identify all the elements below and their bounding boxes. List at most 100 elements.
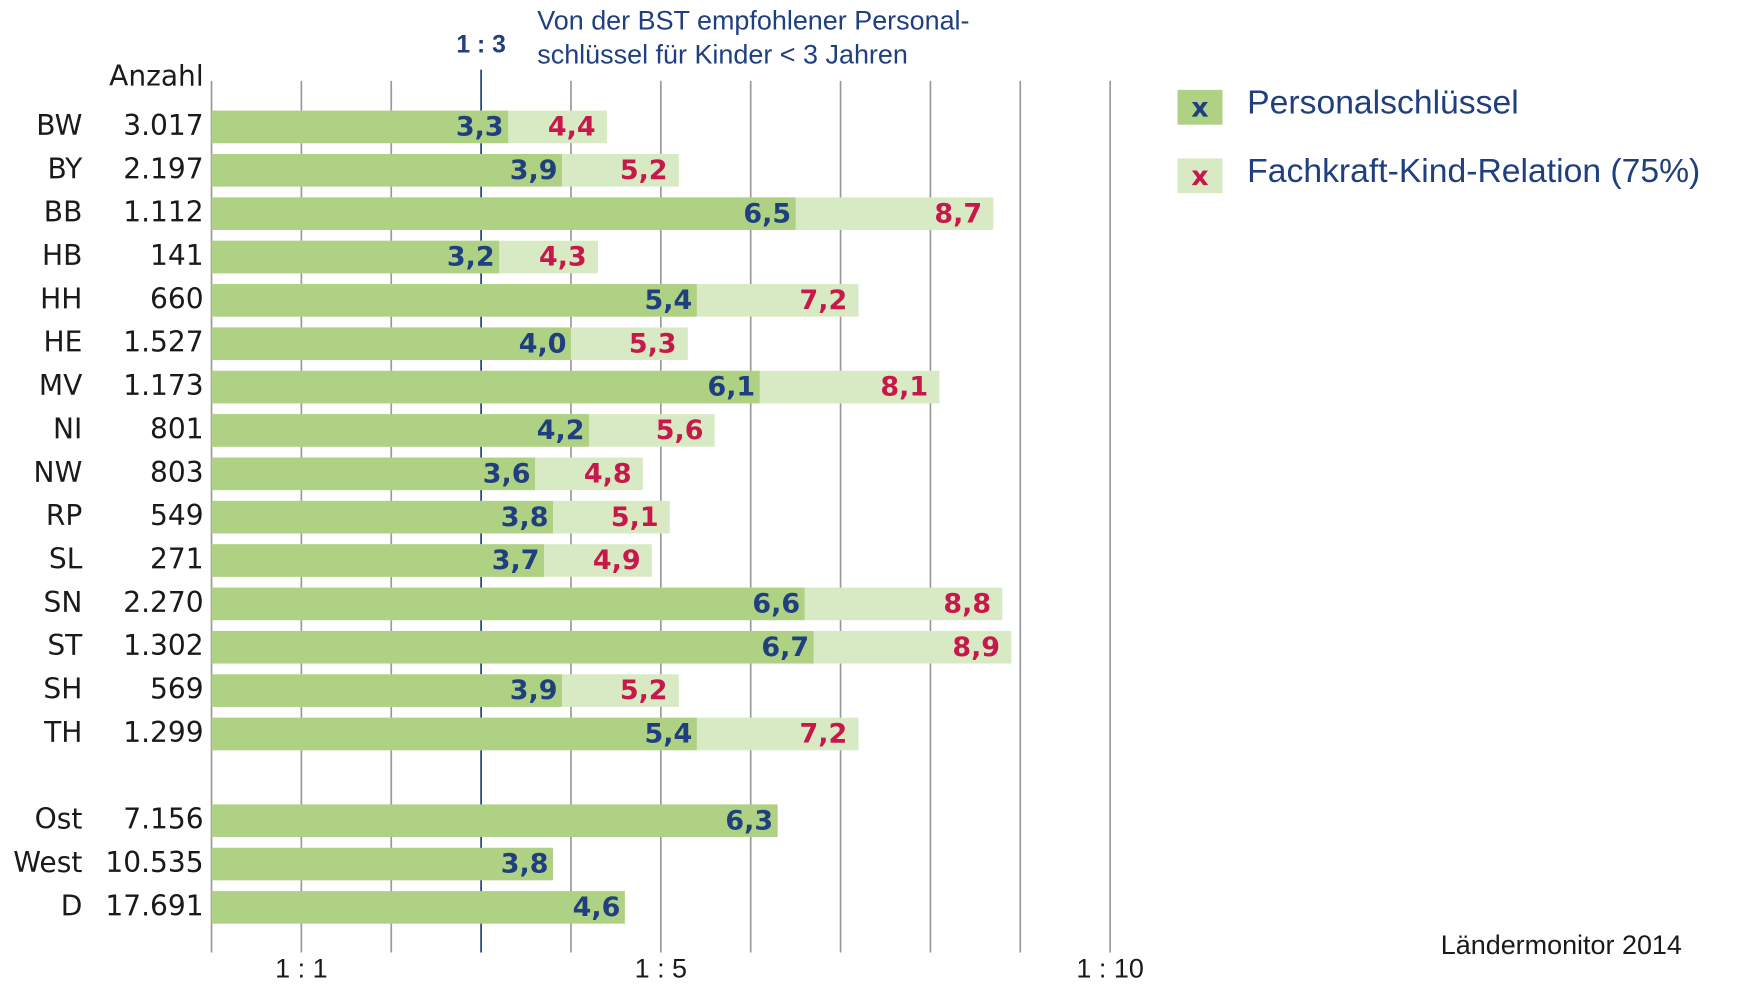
value-label: 6,5 — [743, 198, 791, 229]
bar — [211, 500, 553, 534]
x-tick-label: 1 : 10 — [1076, 954, 1143, 984]
category-label: RP — [46, 499, 82, 532]
category-label: D — [61, 889, 83, 922]
reference-label: 1 : 3 — [456, 32, 505, 59]
value-label: 5,6 — [656, 415, 704, 446]
value-label: 4,6 — [573, 892, 621, 923]
count-label: 7.156 — [123, 803, 203, 836]
category-label: NI — [53, 412, 82, 445]
category-label: SN — [44, 586, 83, 619]
bar — [211, 327, 571, 361]
bar — [211, 891, 625, 924]
bar — [211, 414, 589, 447]
count-label: 3.017 — [123, 109, 203, 142]
value-label: 4,8 — [584, 458, 632, 489]
bar — [211, 544, 545, 577]
value-label: 3,8 — [501, 502, 549, 533]
bar — [211, 110, 509, 144]
value-label: 3,9 — [510, 675, 558, 706]
value-label: 5,3 — [629, 328, 677, 359]
category-label: Ost — [35, 803, 83, 836]
legend-label: Personalschlüssel — [1247, 84, 1519, 121]
value-label: 7,2 — [800, 719, 848, 750]
bar — [211, 674, 562, 707]
value-label: 3,2 — [447, 242, 495, 273]
bar — [211, 197, 796, 230]
category-label: BB — [44, 196, 83, 229]
count-label: 1.299 — [123, 716, 203, 749]
value-label: 6,6 — [752, 589, 800, 620]
value-label: 3,7 — [492, 545, 540, 576]
count-label: 569 — [150, 673, 204, 706]
count-label: 1.112 — [123, 196, 203, 229]
count-label: 10.535 — [105, 846, 203, 879]
value-label: 7,2 — [800, 285, 848, 316]
value-label: 4,4 — [548, 112, 596, 143]
legend-swatch — [1177, 89, 1223, 125]
value-label: 3,6 — [483, 458, 531, 489]
value-label: 4,9 — [593, 545, 641, 576]
value-label: 3,8 — [501, 849, 549, 880]
value-label: 8,1 — [880, 372, 928, 403]
value-label: 5,4 — [645, 285, 693, 316]
count-label: 2.197 — [123, 152, 203, 185]
value-label: 8,9 — [952, 632, 1000, 663]
value-label: 5,4 — [645, 719, 693, 750]
value-label: 6,3 — [725, 805, 773, 836]
count-label: 271 — [150, 543, 204, 576]
value-label: 5,1 — [611, 502, 659, 533]
bar — [211, 717, 697, 751]
category-label: HB — [42, 239, 82, 272]
category-label: BY — [47, 152, 83, 185]
count-label: 1.302 — [123, 629, 203, 662]
value-label: 6,7 — [761, 632, 809, 663]
bar — [211, 154, 562, 187]
category-label: TH — [43, 716, 82, 749]
count-label: 2.270 — [123, 586, 203, 619]
bar — [211, 457, 536, 491]
category-label: ST — [47, 629, 83, 662]
reference-annotation: Von der BST empfohlener Personal- — [537, 6, 969, 36]
legend-label: Fachkraft-Kind-Relation (75%) — [1247, 153, 1700, 190]
count-label: 1.173 — [123, 369, 203, 402]
bar — [211, 847, 553, 881]
value-label: 3,3 — [456, 112, 504, 143]
count-label: 660 — [150, 282, 204, 315]
count-label: 801 — [150, 412, 204, 445]
value-label: 4,3 — [539, 242, 587, 273]
count-label: 803 — [150, 456, 204, 489]
category-label: SL — [49, 543, 83, 576]
reference-annotation: schlüssel für Kinder < 3 Jahren — [537, 39, 908, 69]
value-label: 4,0 — [519, 328, 567, 359]
legend-symbol: x — [1191, 161, 1208, 192]
bar — [211, 587, 805, 621]
x-tick-label: 1 : 5 — [635, 954, 687, 984]
category-label: HH — [40, 282, 82, 315]
value-label: 4,2 — [537, 415, 585, 446]
value-label: 6,1 — [707, 372, 755, 403]
value-label: 3,9 — [510, 155, 558, 186]
bar — [211, 284, 697, 317]
count-header: Anzahl — [109, 60, 204, 93]
count-label: 1.527 — [123, 326, 203, 359]
count-label: 549 — [150, 499, 204, 532]
legend-symbol: x — [1191, 92, 1208, 123]
count-label: 141 — [150, 239, 204, 272]
source: Ländermonitor 2014 — [1441, 930, 1682, 960]
category-label: NW — [34, 456, 83, 489]
category-label: West — [13, 846, 82, 879]
category-label: SH — [43, 673, 82, 706]
value-label: 5,2 — [620, 675, 668, 706]
category-label: HE — [43, 326, 82, 359]
category-label: BW — [36, 109, 82, 142]
value-label: 8,7 — [934, 198, 982, 229]
bar — [211, 370, 760, 404]
legend-swatch — [1177, 158, 1223, 194]
x-tick-label: 1 : 1 — [275, 954, 327, 984]
value-label: 8,8 — [943, 589, 991, 620]
value-label: 5,2 — [620, 155, 668, 186]
bar — [211, 240, 500, 274]
bar — [211, 630, 814, 664]
